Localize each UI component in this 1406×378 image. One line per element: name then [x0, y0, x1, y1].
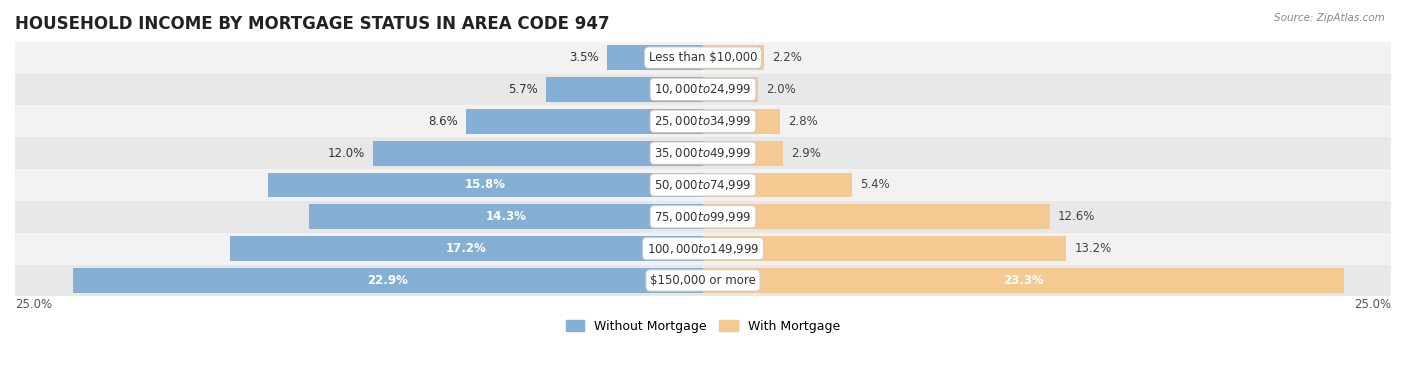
Text: Less than $10,000: Less than $10,000: [648, 51, 758, 64]
Text: $100,000 to $149,999: $100,000 to $149,999: [647, 242, 759, 256]
Text: 12.0%: 12.0%: [328, 147, 364, 160]
Text: 17.2%: 17.2%: [446, 242, 486, 255]
Text: 25.0%: 25.0%: [1354, 298, 1391, 311]
Bar: [546, 77, 703, 102]
Text: 2.9%: 2.9%: [792, 147, 821, 160]
Legend: Without Mortgage, With Mortgage: Without Mortgage, With Mortgage: [561, 315, 845, 338]
Bar: [606, 45, 703, 70]
Text: 3.5%: 3.5%: [569, 51, 599, 64]
Text: 8.6%: 8.6%: [429, 115, 458, 128]
Text: 5.7%: 5.7%: [508, 83, 538, 96]
Text: $150,000 or more: $150,000 or more: [650, 274, 756, 287]
Bar: [269, 172, 703, 197]
Bar: [15, 169, 1391, 201]
Text: 12.6%: 12.6%: [1057, 210, 1095, 223]
Bar: [703, 236, 1066, 261]
Text: 2.0%: 2.0%: [766, 83, 796, 96]
Bar: [15, 265, 1391, 296]
Bar: [73, 268, 703, 293]
Bar: [15, 74, 1391, 105]
Text: 25.0%: 25.0%: [15, 298, 52, 311]
Text: $35,000 to $49,999: $35,000 to $49,999: [654, 146, 752, 160]
Text: 2.2%: 2.2%: [772, 51, 801, 64]
Bar: [703, 77, 758, 102]
Text: $25,000 to $34,999: $25,000 to $34,999: [654, 114, 752, 128]
Text: Source: ZipAtlas.com: Source: ZipAtlas.com: [1274, 13, 1385, 23]
Text: $75,000 to $99,999: $75,000 to $99,999: [654, 210, 752, 224]
Bar: [703, 172, 852, 197]
Text: 14.3%: 14.3%: [486, 210, 527, 223]
Text: 22.9%: 22.9%: [367, 274, 408, 287]
Text: $10,000 to $24,999: $10,000 to $24,999: [654, 82, 752, 96]
Text: 23.3%: 23.3%: [1004, 274, 1045, 287]
Bar: [15, 201, 1391, 233]
Text: 2.8%: 2.8%: [789, 115, 818, 128]
Bar: [373, 141, 703, 166]
Bar: [703, 204, 1050, 229]
Text: 13.2%: 13.2%: [1074, 242, 1112, 255]
Bar: [703, 109, 780, 134]
Bar: [15, 137, 1391, 169]
Text: 5.4%: 5.4%: [860, 178, 890, 191]
Bar: [15, 233, 1391, 265]
Text: 15.8%: 15.8%: [465, 178, 506, 191]
Bar: [15, 42, 1391, 74]
Bar: [703, 268, 1344, 293]
Bar: [703, 45, 763, 70]
Bar: [467, 109, 703, 134]
Text: $50,000 to $74,999: $50,000 to $74,999: [654, 178, 752, 192]
Bar: [15, 105, 1391, 137]
Bar: [703, 141, 783, 166]
Bar: [229, 236, 703, 261]
Text: HOUSEHOLD INCOME BY MORTGAGE STATUS IN AREA CODE 947: HOUSEHOLD INCOME BY MORTGAGE STATUS IN A…: [15, 15, 610, 33]
Bar: [309, 204, 703, 229]
